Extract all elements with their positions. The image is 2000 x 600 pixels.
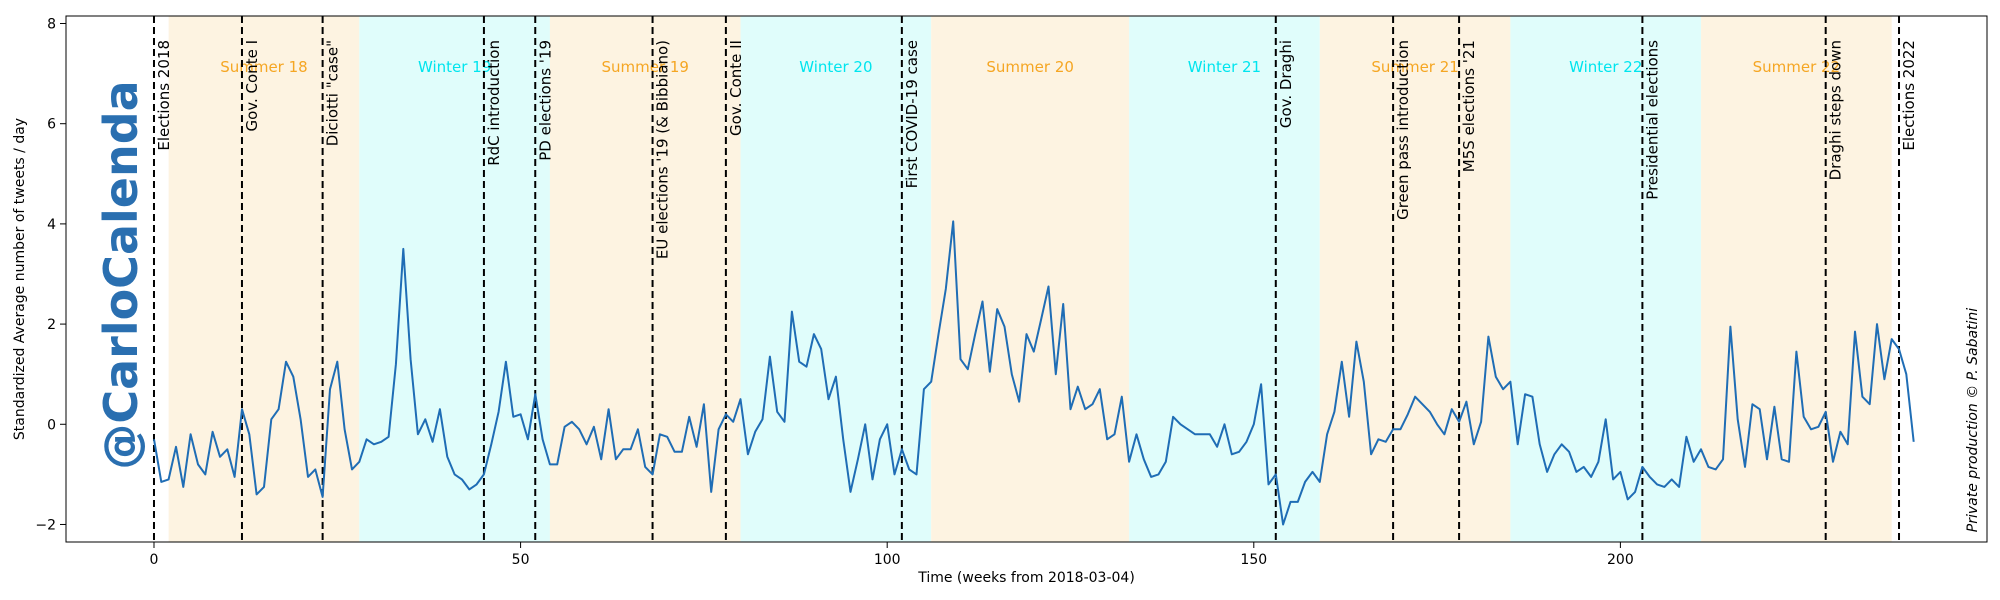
season-label: Winter 20 — [799, 58, 872, 76]
event-label: Diciotti "case" — [324, 40, 342, 146]
x-tick-label: 50 — [512, 552, 530, 568]
x-tick-label: 200 — [1607, 552, 1634, 568]
x-tick-label: 150 — [1240, 552, 1267, 568]
plot-frame — [65, 15, 1988, 543]
x-tick-label: 100 — [874, 552, 901, 568]
event-label: EU elections '19 (& Bibbiano) — [654, 40, 672, 259]
event-label: Gov. Conte II — [727, 40, 745, 136]
event-label: Elections 2022 — [1900, 40, 1918, 151]
event-label: Draghi steps down — [1827, 40, 1845, 180]
x-axis-title: Time (weeks from 2018-03-04) — [917, 570, 1135, 586]
event-markers: Elections 2018 Gov. Conte I Diciotti "case… — [152, 16, 1918, 542]
season-label: Winter 22 — [1569, 58, 1642, 76]
event-label: Gov. Conte I — [243, 40, 261, 132]
season-label: Winter 21 — [1188, 58, 1261, 76]
event-label: RdC introduction — [485, 40, 503, 166]
season-band — [1701, 16, 1892, 542]
event-label: First COVID-19 case — [903, 40, 921, 188]
credit-text: Private production © P. Sabatini — [1965, 308, 1981, 532]
y-tick-label: −2 — [35, 517, 56, 533]
y-axis-ticks: −2 0 2 4 6 8 — [35, 17, 66, 533]
y-tick-label: 8 — [47, 17, 56, 33]
season-band — [1129, 16, 1320, 542]
event-label: Gov. Draghi — [1277, 40, 1295, 128]
event-label: M5S elections '21 — [1460, 40, 1478, 172]
season-label: Summer 20 — [986, 58, 1074, 76]
season-labels: Summer 18 Winter 19 Summer 19 Winter 20 Summ… — [220, 58, 1840, 76]
y-tick-label: 6 — [47, 117, 56, 133]
event-label: Presidential elections — [1643, 40, 1661, 200]
season-label: Summer 22 — [1753, 58, 1841, 76]
watermark-text: @CarloCalenda — [94, 80, 148, 469]
y-tick-label: 2 — [47, 317, 56, 333]
event-label: PD elections '19 — [536, 40, 554, 161]
series — [153, 220, 1915, 526]
season-label: Winter 19 — [418, 58, 491, 76]
season-band — [168, 16, 360, 542]
y-axis-title: Standardized Average number of tweets / … — [12, 118, 28, 440]
season-band — [1319, 16, 1511, 542]
event-label: Green pass introduction — [1394, 40, 1412, 220]
y-tick-label: 4 — [47, 217, 56, 233]
y-tick-label: 0 — [47, 417, 56, 433]
season-label: Summer 21 — [1371, 58, 1459, 76]
event-label: Elections 2018 — [155, 40, 173, 151]
season-band — [1510, 16, 1702, 542]
season-band — [931, 16, 1130, 542]
season-bands — [168, 16, 1892, 542]
season-band — [359, 16, 550, 542]
x-axis-ticks: 0 50 100 150 200 — [150, 542, 1634, 568]
series-line — [153, 220, 1915, 526]
x-tick-label: 0 — [150, 552, 159, 568]
season-label: Summer 18 — [220, 58, 308, 76]
season-label: Summer 19 — [601, 58, 689, 76]
